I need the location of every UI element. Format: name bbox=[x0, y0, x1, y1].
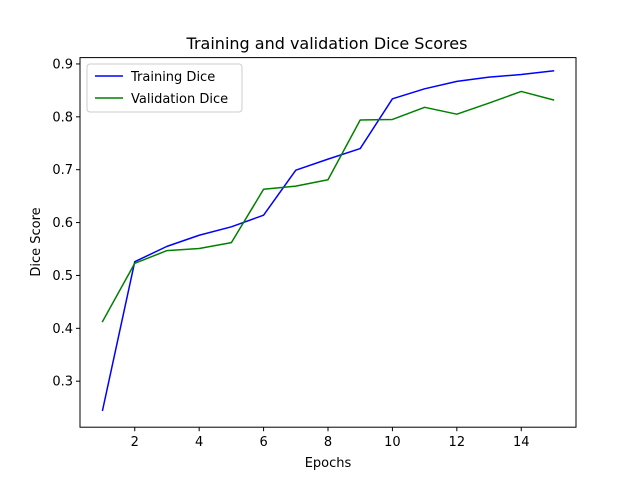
y-tick-label: 0.3 bbox=[52, 375, 73, 390]
x-axis-label: Epochs bbox=[305, 456, 352, 471]
legend-label-training-dice: Training Dice bbox=[130, 70, 215, 85]
x-tick-label: 2 bbox=[131, 435, 139, 450]
plot-frame bbox=[79, 57, 577, 428]
y-axis-ticks: 0.3 0.4 0.5 0.6 0.7 0.8 0.9 bbox=[52, 57, 80, 390]
x-tick-label: 12 bbox=[449, 435, 466, 450]
y-tick-label: 0.6 bbox=[52, 216, 73, 231]
series-line-training-dice bbox=[101, 69, 555, 412]
plot-lines bbox=[101, 69, 555, 412]
x-axis-ticks: 2 4 6 8 10 12 14 bbox=[131, 427, 530, 450]
x-tick-label: 14 bbox=[513, 435, 530, 450]
y-axis-label: Dice Score bbox=[29, 207, 44, 276]
y-tick-label: 0.4 bbox=[52, 322, 73, 337]
y-tick-label: 0.7 bbox=[52, 163, 73, 178]
x-tick-label: 6 bbox=[259, 435, 267, 450]
legend-box bbox=[86, 63, 243, 113]
y-tick-label: 0.9 bbox=[52, 57, 73, 72]
chart-title: Training and validation Dice Scores bbox=[186, 34, 468, 53]
legend-label-validation-dice: Validation Dice bbox=[131, 92, 228, 107]
x-tick-label: 4 bbox=[195, 435, 203, 450]
legend: Training Dice Validation Dice bbox=[86, 63, 243, 113]
x-tick-label: 10 bbox=[384, 435, 401, 450]
y-tick-label: 0.5 bbox=[52, 269, 73, 284]
x-tick-label: 8 bbox=[324, 435, 332, 450]
series-line-validation-dice bbox=[101, 90, 555, 323]
y-tick-label: 0.8 bbox=[52, 110, 73, 125]
